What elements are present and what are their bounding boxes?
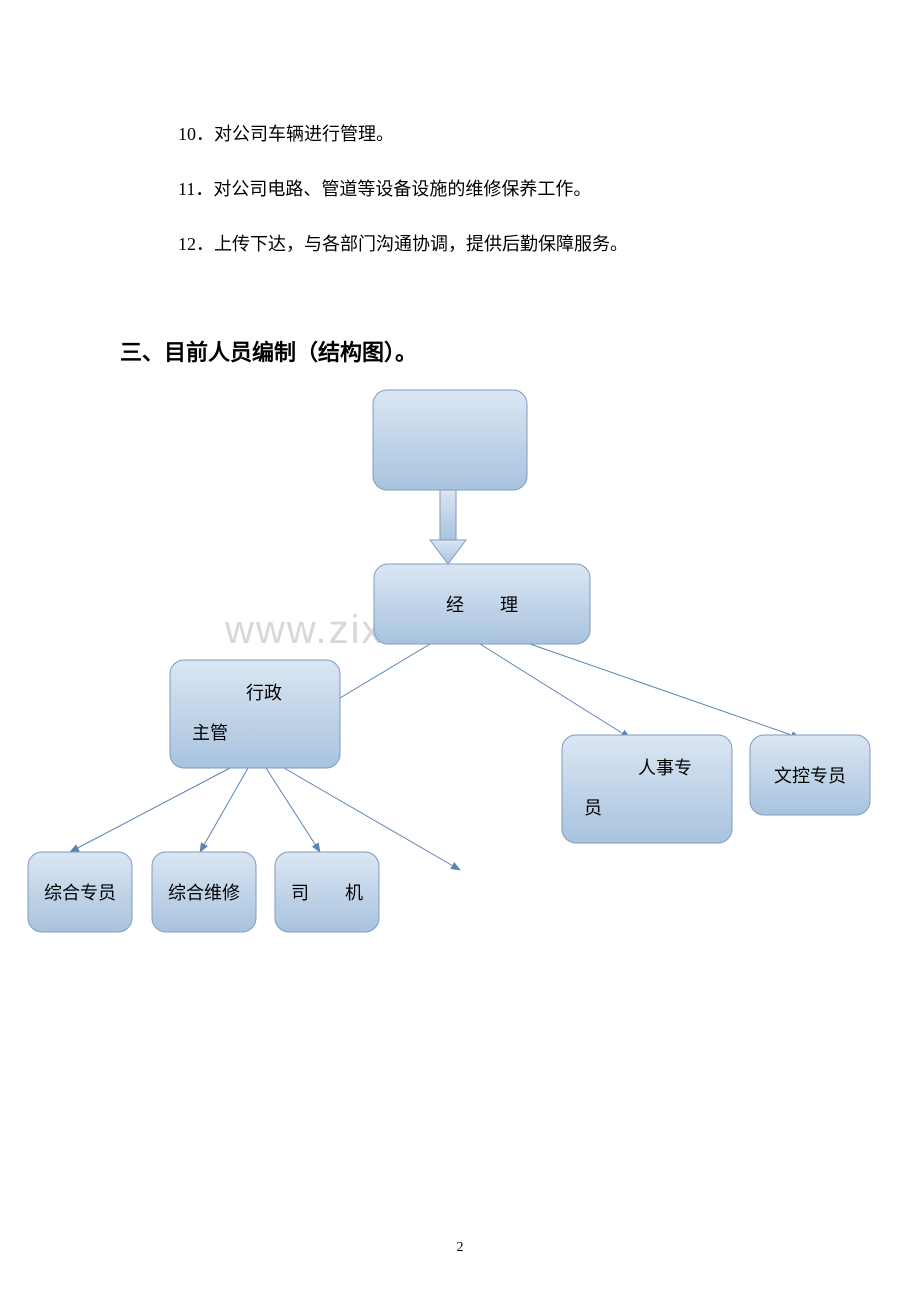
node-text: 经 理 xyxy=(446,591,518,617)
node-label-manager: 经 理 xyxy=(374,564,590,644)
node-text-line: 主管 xyxy=(192,714,318,754)
chart-svg xyxy=(0,380,920,980)
node-label-admin: 行政 主管 xyxy=(170,660,340,768)
section-heading: 三、目前人员编制（结构图）。 xyxy=(120,335,417,367)
node-label-hr: 人事专 员 xyxy=(562,735,732,843)
node-label-driver: 司 机 xyxy=(275,852,379,932)
node-label-doc: 文控专员 xyxy=(750,735,870,815)
node-top xyxy=(373,390,527,490)
chart-nodes xyxy=(28,390,870,932)
node-label-maintain: 综合维修 xyxy=(152,852,256,932)
node-text-line: 员 xyxy=(584,789,710,829)
list-item: 11．对公司电路、管道等设备设施的维修保养工作。 xyxy=(178,175,628,204)
node-text: 综合维修 xyxy=(168,879,240,905)
node-text: 综合专员 xyxy=(44,879,116,905)
node-text-line: 人事专 xyxy=(584,749,710,789)
node-text: 司 机 xyxy=(291,879,363,905)
list-item: 12．上传下达，与各部门沟通协调，提供后勤保障服务。 xyxy=(178,230,628,259)
ordered-list: 10．对公司车辆进行管理。 11．对公司电路、管道等设备设施的维修保养工作。 1… xyxy=(178,120,628,284)
org-chart: 经 理 行政 主管 人事专 员 文控专员 综合专员 综合维修 司 机 xyxy=(0,380,920,980)
thick-arrow-icon xyxy=(430,490,466,564)
node-text-line: 行政 xyxy=(192,674,318,714)
list-item: 10．对公司车辆进行管理。 xyxy=(178,120,628,149)
page-number: 2 xyxy=(457,1240,464,1256)
node-label-general: 综合专员 xyxy=(28,852,132,932)
node-text: 文控专员 xyxy=(774,762,846,788)
